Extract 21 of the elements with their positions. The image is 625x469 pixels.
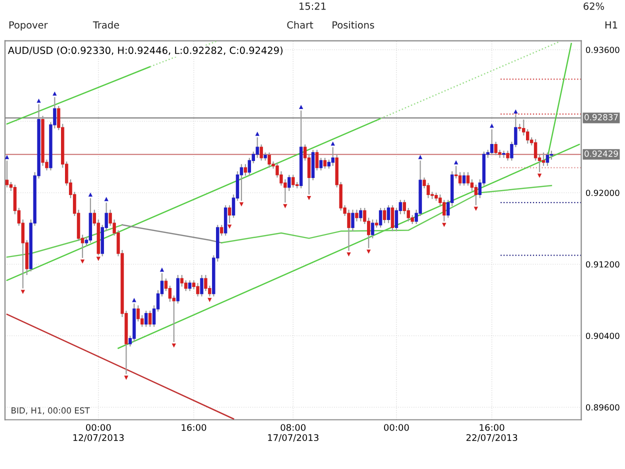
ref-line-label: 0.92429 <box>584 150 618 157</box>
y-tick-label: 0.89600 <box>586 404 620 411</box>
text: AUD/USD (O:0.92330, H:0.92446, L:0.92282, C:0.92429) <box>8 46 282 56</box>
ref-line-label: 0.92837 <box>584 114 618 120</box>
x-tick-label: 16:00 <box>182 424 206 431</box>
x-tick-label: 00:00 <box>384 424 409 431</box>
y-tick-label: 0.92000 <box>586 190 620 196</box>
text: Popover <box>9 21 48 30</box>
text: 15:21 <box>300 2 326 10</box>
y-tick-label: 0.93600 <box>586 46 620 54</box>
x-tick-label: 16:00 22/07/2013 <box>466 424 518 442</box>
x-tick-label: 08:00 17/07/2013 <box>268 424 318 442</box>
y-tick-label: 0.90400 <box>586 332 620 340</box>
text: Chart <box>287 21 314 29</box>
text: 62% <box>584 2 604 10</box>
text: Trade <box>92 21 120 29</box>
annotation: BID, H1, 00:00 EST <box>12 407 90 414</box>
text: H1 <box>605 21 618 28</box>
y-tick-label: 0.91200 <box>586 261 620 268</box>
text: Positions <box>332 21 374 29</box>
x-tick-label: 00:00 12/07/2013 <box>73 424 124 442</box>
